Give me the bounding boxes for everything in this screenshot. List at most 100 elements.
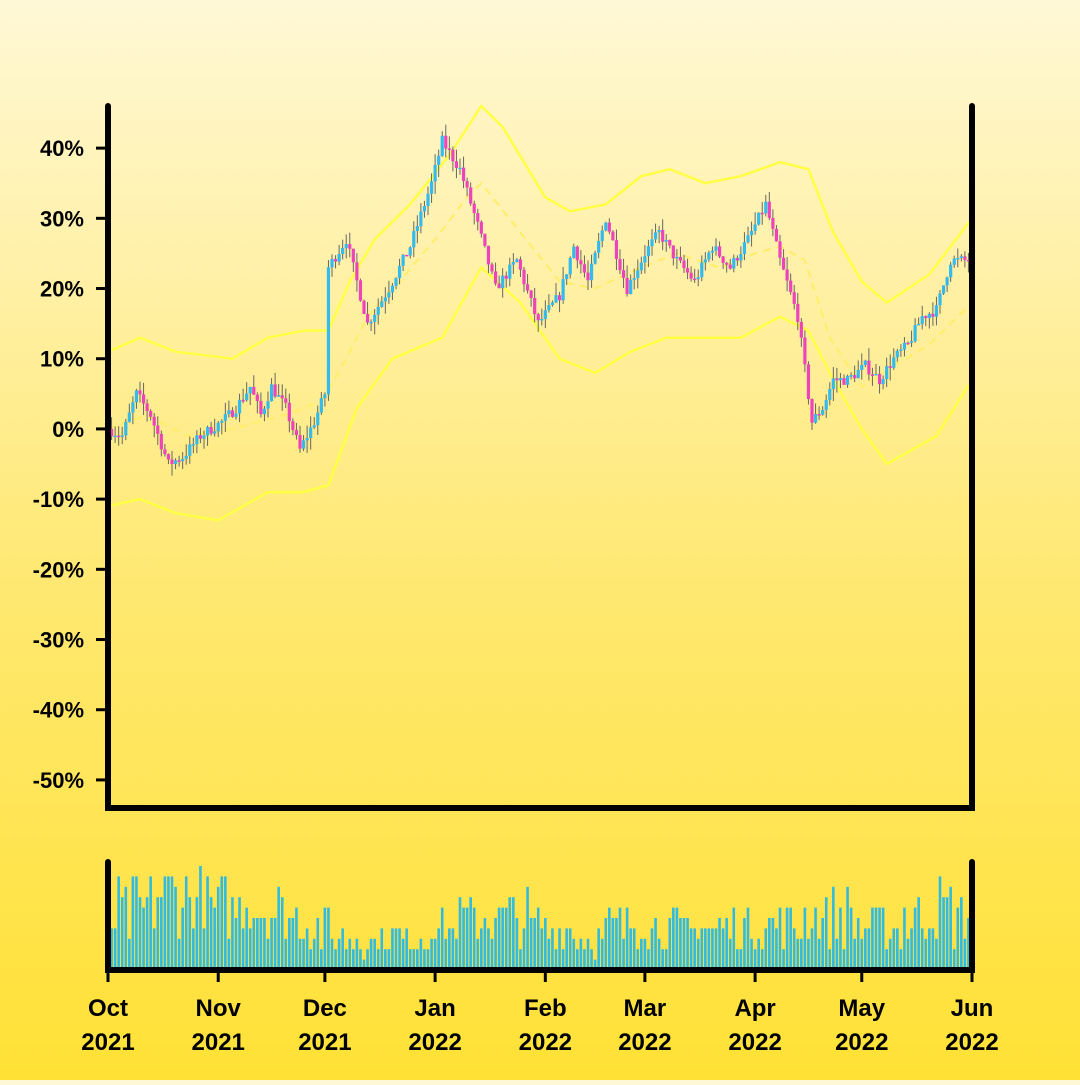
candle-body xyxy=(671,245,675,259)
volume-bar xyxy=(320,949,323,970)
volume-bar xyxy=(291,918,295,970)
candle-body xyxy=(682,260,686,269)
candle-body xyxy=(252,386,256,395)
candle-body xyxy=(181,458,185,462)
volume-bar xyxy=(558,928,561,970)
candle-body xyxy=(486,245,491,265)
volume-bar xyxy=(682,918,686,970)
volume-bar xyxy=(341,928,344,970)
candle-body xyxy=(945,277,949,286)
volume-bar xyxy=(885,949,888,970)
candle-body xyxy=(885,366,889,380)
candle-body xyxy=(757,212,761,225)
candle-body xyxy=(298,435,302,449)
candle-body xyxy=(373,314,377,322)
volume-bar xyxy=(643,938,647,970)
volume-bar xyxy=(664,949,668,970)
candle-body xyxy=(358,280,363,301)
candle-body xyxy=(959,256,963,259)
candle-body xyxy=(344,244,348,248)
candle-body xyxy=(877,373,882,385)
volume-bar xyxy=(743,918,746,970)
y-tick-label: 40% xyxy=(40,136,84,161)
x-tick-month: Nov xyxy=(196,995,242,1022)
candle-body xyxy=(938,293,942,306)
y-tick-label: 10% xyxy=(40,347,84,372)
candle-body xyxy=(917,323,921,326)
volume-bar xyxy=(206,876,209,970)
y-tick-label: -10% xyxy=(33,487,84,512)
candle-body xyxy=(607,222,611,232)
candle-body xyxy=(870,374,875,376)
candle-body xyxy=(444,135,448,149)
volume-bar xyxy=(622,938,625,970)
volume-bar xyxy=(878,907,881,970)
x-tick-month: Apr xyxy=(734,995,775,1022)
volume-bar xyxy=(426,949,430,970)
candle-body xyxy=(657,229,661,233)
y-tick-label: -20% xyxy=(33,557,84,582)
volume-bar xyxy=(188,897,192,970)
candle-body xyxy=(771,217,775,229)
volume-bar xyxy=(469,897,472,970)
volume-bar xyxy=(508,897,512,970)
x-tick-year: 2021 xyxy=(192,1029,245,1056)
candle-body xyxy=(643,256,647,263)
candle-body xyxy=(408,247,412,256)
candle-body xyxy=(149,411,153,417)
volume-bar xyxy=(760,949,764,970)
volume-bar xyxy=(391,928,394,970)
volume-bar xyxy=(839,907,842,970)
candle-body xyxy=(529,290,533,299)
volume-bar xyxy=(750,938,753,970)
candle-body xyxy=(479,221,483,234)
volume-bar xyxy=(309,949,312,970)
volume-bar xyxy=(405,928,408,970)
candle-body xyxy=(543,310,547,319)
volume-bar xyxy=(305,928,309,970)
volume-bar xyxy=(824,897,828,970)
volume-bar xyxy=(597,928,600,970)
candle-body xyxy=(557,295,562,301)
candle-body xyxy=(853,375,857,379)
candle-body xyxy=(906,342,910,345)
candle-body xyxy=(550,302,555,305)
volume-bar xyxy=(487,928,490,970)
volume-bar xyxy=(661,949,664,970)
volume-bar xyxy=(771,918,775,970)
volume-bar xyxy=(963,938,967,970)
x-tick-year: 2021 xyxy=(81,1029,134,1056)
volume-bar xyxy=(846,886,849,970)
volume-bar xyxy=(380,928,384,970)
candle-body xyxy=(678,256,683,261)
candle-body xyxy=(131,402,135,413)
candle-body xyxy=(927,313,931,319)
volume-bar xyxy=(476,938,480,970)
volume-bar xyxy=(942,897,945,970)
volume-bar xyxy=(483,918,487,970)
volume-bar xyxy=(437,928,440,970)
volume-bar xyxy=(810,928,814,970)
volume-bar xyxy=(227,938,231,970)
volume-bar xyxy=(238,897,241,970)
volume-bar xyxy=(856,918,860,970)
y-tick-label: 0% xyxy=(52,417,84,442)
volume-bar xyxy=(152,928,156,970)
volume-bar xyxy=(195,897,199,970)
candle-body xyxy=(536,314,540,321)
candle-body xyxy=(824,399,828,410)
axes: 40% 30% 20% 10% 0% -10% -20% -30% -40% -50% Oct 202… xyxy=(33,103,999,1056)
volume-bar xyxy=(334,949,337,970)
volume-bar xyxy=(163,876,167,970)
volume-bar xyxy=(373,938,376,970)
volume-bar xyxy=(732,907,736,970)
volume-bar xyxy=(316,918,320,970)
volume-bar xyxy=(348,938,352,970)
candle-body xyxy=(109,428,114,437)
candle-body xyxy=(422,205,427,212)
volume-bar xyxy=(167,876,170,970)
moving-average-line xyxy=(107,181,973,437)
volume-bar xyxy=(327,907,330,970)
candle-body xyxy=(447,148,451,150)
volume-bar xyxy=(874,907,878,970)
